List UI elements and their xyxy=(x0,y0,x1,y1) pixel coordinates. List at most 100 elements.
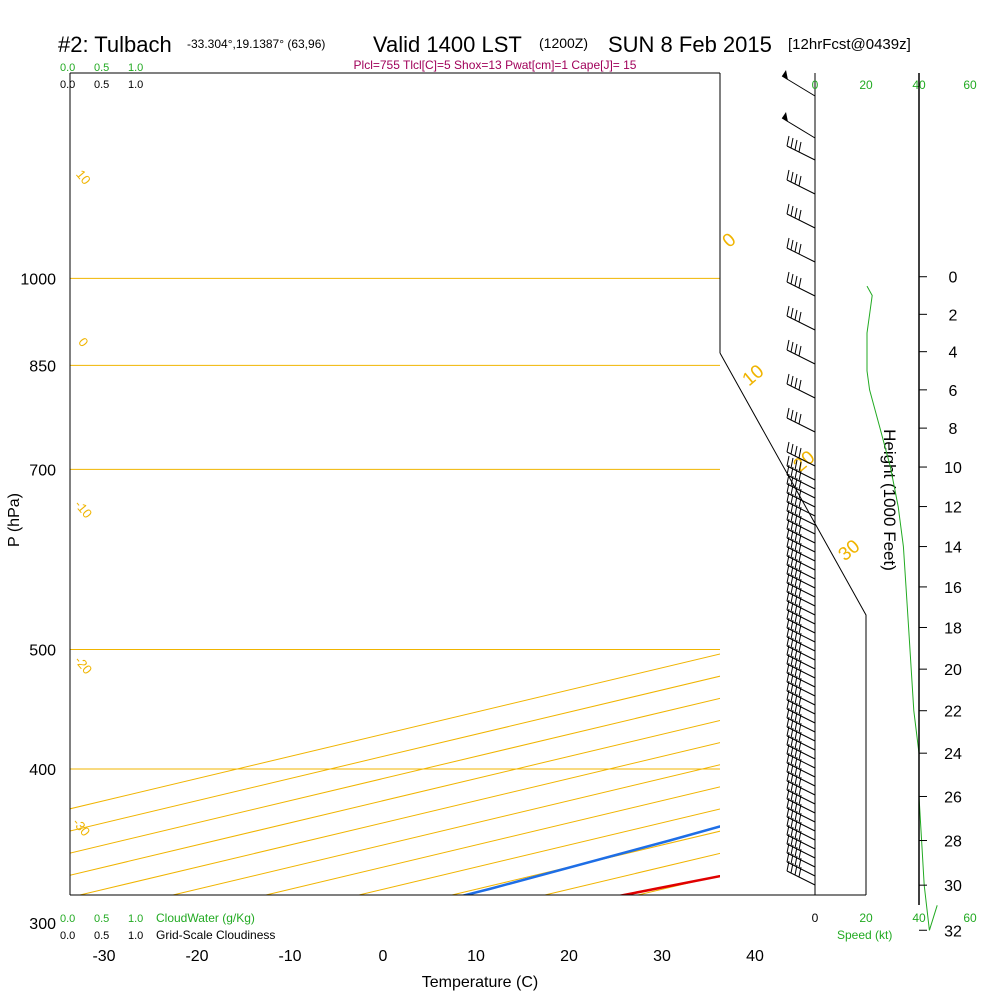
chart-title: #2: Tulbach -33.304°,19.1387° (63,96) Va… xyxy=(58,32,911,72)
speed-tick-top: 60 xyxy=(963,78,977,92)
wind-barb-flag xyxy=(786,441,790,453)
wind-barb-flag xyxy=(790,601,794,613)
wind-barb-flag xyxy=(798,857,802,869)
wind-barb-flag xyxy=(790,844,794,856)
wind-barb-flag xyxy=(786,608,790,620)
y-tick-label: 300 xyxy=(29,916,56,933)
wind-barb-flag xyxy=(794,495,798,507)
valid-time: Valid 1400 LST xyxy=(373,32,522,57)
wind-barb-flag xyxy=(790,502,794,514)
wind-barb-flag xyxy=(786,662,790,674)
wind-barb-flag xyxy=(790,493,794,505)
wind-barb-flag xyxy=(790,745,794,757)
wind-barb-staff xyxy=(786,870,816,886)
wind-barb-flag xyxy=(794,684,798,696)
wind-barb-flag xyxy=(786,509,790,521)
wind-barb-flag xyxy=(794,207,798,219)
wind-barb-flag xyxy=(794,630,798,642)
wind-barb-flag xyxy=(794,783,798,795)
wind-barb-flag xyxy=(790,511,794,523)
wind-barb-flag xyxy=(790,835,794,847)
wind-barb-flag xyxy=(798,839,802,851)
isotherm-line xyxy=(172,764,720,895)
wind-barb-flag xyxy=(798,461,802,473)
wind-barb-flag xyxy=(786,626,790,638)
wind-barb-flag xyxy=(798,506,802,518)
wind-barb-flag xyxy=(790,171,794,183)
wind-barb-flag xyxy=(790,619,794,631)
dry-adiabat-label: 0 xyxy=(75,335,91,350)
speed-tick-bottom: 20 xyxy=(859,911,873,925)
wind-barb-flag xyxy=(794,540,798,552)
wind-barb-flag xyxy=(794,241,798,253)
height-tick-label: 30 xyxy=(944,878,962,895)
wind-barb-flag xyxy=(794,309,798,321)
wind-barb-flag xyxy=(790,727,794,739)
wind-barb-flag xyxy=(786,833,790,845)
height-tick-label: 16 xyxy=(944,580,962,597)
height-axis-title: Height (1000 Feet) xyxy=(880,429,899,571)
wind-barb-flag xyxy=(798,812,802,824)
wind-barb-flag xyxy=(790,457,794,469)
wind-barb-flag xyxy=(794,729,798,741)
wind-barb-flag xyxy=(794,657,798,669)
cloudwater-tick-top: 1.0 xyxy=(128,62,143,74)
wind-barb-flag xyxy=(794,576,798,588)
wind-barb-flag xyxy=(794,810,798,822)
wind-barb-flag xyxy=(798,141,802,153)
wind-barb-flag xyxy=(794,828,798,840)
wind-barb-flag xyxy=(798,740,802,752)
wind-barb-flag xyxy=(794,864,798,876)
wind-barb-flag xyxy=(794,837,798,849)
wind-barb-flag xyxy=(794,801,798,813)
y-tick-label: 700 xyxy=(29,462,56,479)
cloudiness-tick-top: 0.5 xyxy=(94,79,109,91)
wind-barb-flag xyxy=(798,677,802,689)
wind-barb-staff xyxy=(786,247,816,263)
wind-barb-flag xyxy=(790,709,794,721)
wind-barb-staff xyxy=(786,383,816,399)
wind-barb-flag xyxy=(798,560,802,572)
cloudiness-tick-bottom: 0.5 xyxy=(94,930,109,942)
wind-barb-flag xyxy=(794,513,798,525)
wind-barb-flag xyxy=(794,139,798,151)
wind-barb-flag xyxy=(786,491,790,503)
wind-barb-flag xyxy=(798,488,802,500)
wind-barb-flag xyxy=(790,520,794,532)
wind-barb-flag xyxy=(790,205,794,217)
wind-barb-flag xyxy=(790,307,794,319)
wind-barb-flag xyxy=(794,549,798,561)
wind-barb-flag xyxy=(790,682,794,694)
wind-barb-flag xyxy=(794,567,798,579)
wind-barb-flag xyxy=(794,173,798,185)
wind-barb-flag xyxy=(798,605,802,617)
wind-barb-flag xyxy=(786,842,790,854)
wind-barb-flag xyxy=(786,653,790,665)
wind-barb-flag xyxy=(790,538,794,550)
wind-barb-flag xyxy=(786,689,790,701)
dry-adiabat-label: 10 xyxy=(73,167,94,188)
wind-barb-flag xyxy=(786,743,790,755)
wind-barb-flag xyxy=(786,671,790,683)
y-tick-label: 1000 xyxy=(20,271,56,288)
isotherm-line xyxy=(544,852,720,895)
dry-adiabat-label: 30 xyxy=(835,536,865,566)
wind-barb-flag xyxy=(786,237,790,249)
wind-barb-flag xyxy=(790,592,794,604)
wind-barb-flag xyxy=(790,484,794,496)
wind-barb-flag xyxy=(794,468,798,480)
height-tick-label: 32 xyxy=(944,923,962,940)
wind-barb-flag xyxy=(786,169,790,181)
isotherm-line xyxy=(824,73,1000,895)
wind-barb-flag xyxy=(786,407,790,419)
wind-barb-flag xyxy=(790,754,794,766)
wind-barb-flag xyxy=(798,277,802,289)
wind-panel-border xyxy=(719,352,867,895)
x-tick-label: 40 xyxy=(746,948,764,965)
height-tick-label: 20 xyxy=(944,662,962,679)
wind-barb-flag xyxy=(790,817,794,829)
wind-barb-staff xyxy=(786,315,816,331)
sounding-profiles xyxy=(460,825,720,895)
wind-barb-flag xyxy=(794,612,798,624)
